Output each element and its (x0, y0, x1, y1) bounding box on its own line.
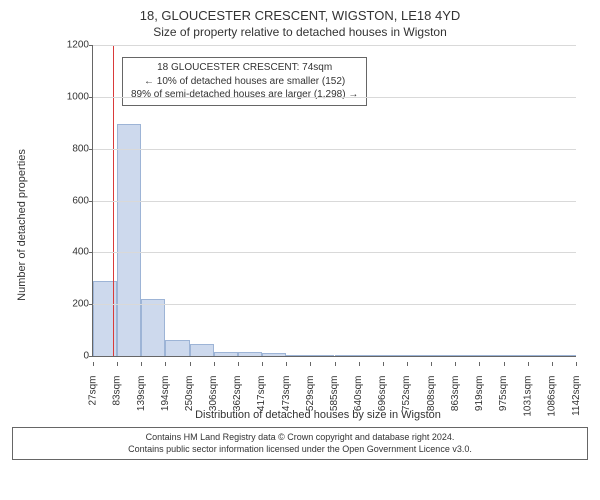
histogram-bar (165, 340, 189, 356)
histogram-bar (262, 353, 286, 356)
histogram-bar (528, 355, 552, 356)
y-tick-mark (89, 201, 93, 202)
y-tick-label: 600 (63, 195, 89, 206)
grid-line (93, 97, 576, 98)
chart-wrap: Number of detached properties 18 GLOUCES… (60, 45, 576, 405)
histogram-bar (383, 355, 407, 356)
y-tick-label: 800 (63, 143, 89, 154)
y-tick-label: 0 (63, 351, 89, 362)
histogram-bar (431, 355, 455, 356)
annotation-line-3: 89% of semi-detached houses are larger (… (131, 88, 358, 102)
annotation-box: 18 GLOUCESTER CRESCENT: 74sqm ← 10% of d… (122, 57, 367, 106)
x-tick-label: 250sqm (184, 376, 195, 412)
x-tick-label: 27sqm (88, 376, 99, 406)
x-tick-mark (238, 362, 239, 366)
x-tick-label: 529sqm (305, 376, 316, 412)
x-tick-label: 417sqm (257, 376, 268, 412)
y-tick-mark (89, 252, 93, 253)
x-tick-label: 863sqm (450, 376, 461, 412)
y-tick-label: 1200 (63, 40, 89, 51)
y-tick-label: 1000 (63, 91, 89, 102)
histogram-bar (238, 352, 262, 356)
annotation-line-1: 18 GLOUCESTER CRESCENT: 74sqm (131, 61, 358, 75)
plot-area: 18 GLOUCESTER CRESCENT: 74sqm ← 10% of d… (92, 45, 576, 357)
x-tick-label: 585sqm (329, 376, 340, 412)
y-tick-label: 400 (63, 247, 89, 258)
x-tick-mark (407, 362, 408, 366)
grid-line (93, 304, 576, 305)
histogram-bar (190, 344, 214, 356)
grid-line (93, 149, 576, 150)
histogram-bar (552, 355, 576, 356)
y-axis-label: Number of detached properties (16, 149, 28, 301)
y-tick-mark (89, 97, 93, 98)
x-tick-label: 362sqm (232, 376, 243, 412)
x-tick-mark (190, 362, 191, 366)
x-tick-mark (262, 362, 263, 366)
histogram-bar (479, 355, 503, 356)
annotation-line-2: ← 10% of detached houses are smaller (15… (131, 75, 358, 89)
grid-line (93, 252, 576, 253)
x-tick-mark (552, 362, 553, 366)
histogram-bar (335, 355, 359, 356)
x-tick-mark (117, 362, 118, 366)
x-tick-mark (286, 362, 287, 366)
x-tick-mark (576, 362, 577, 366)
histogram-bar (214, 352, 238, 356)
y-tick-mark (89, 45, 93, 46)
x-tick-label: 1142sqm (571, 376, 582, 416)
x-tick-mark (310, 362, 311, 366)
chart-container: 18, GLOUCESTER CRESCENT, WIGSTON, LE18 4… (0, 0, 600, 500)
chart-title-main: 18, GLOUCESTER CRESCENT, WIGSTON, LE18 4… (12, 8, 588, 23)
x-tick-mark (383, 362, 384, 366)
grid-line (93, 45, 576, 46)
x-tick-label: 808sqm (426, 376, 437, 412)
x-tick-mark (141, 362, 142, 366)
y-tick-mark (89, 304, 93, 305)
x-tick-label: 975sqm (498, 376, 509, 412)
x-tick-mark (359, 362, 360, 366)
histogram-bar (141, 299, 165, 356)
x-tick-mark (165, 362, 166, 366)
x-tick-label: 83sqm (112, 376, 123, 406)
x-tick-label: 640sqm (353, 376, 364, 412)
histogram-bar (407, 355, 431, 356)
histogram-bar (117, 124, 141, 356)
x-tick-label: 1086sqm (546, 376, 557, 417)
y-tick-label: 200 (63, 299, 89, 310)
x-tick-label: 306sqm (208, 376, 219, 412)
x-tick-label: 696sqm (377, 376, 388, 412)
histogram-bar (286, 355, 310, 356)
histogram-bar (310, 355, 334, 356)
x-tick-label: 919sqm (474, 376, 485, 412)
x-tick-mark (214, 362, 215, 366)
x-tick-label: 139sqm (136, 376, 147, 412)
x-tick-label: 1031sqm (522, 376, 533, 417)
histogram-bar (455, 355, 479, 356)
x-tick-mark (455, 362, 456, 366)
grid-line (93, 201, 576, 202)
x-tick-mark (528, 362, 529, 366)
x-tick-mark (504, 362, 505, 366)
x-tick-mark (93, 362, 94, 366)
histogram-bar (504, 355, 528, 356)
y-tick-mark (89, 149, 93, 150)
x-tick-label: 194sqm (160, 376, 171, 412)
x-tick-mark (335, 362, 336, 366)
x-tick-mark (431, 362, 432, 366)
histogram-bar (359, 355, 383, 356)
x-tick-label: 752sqm (401, 376, 412, 412)
footnote-line-1: Contains HM Land Registry data © Crown c… (19, 432, 581, 444)
chart-title-sub: Size of property relative to detached ho… (12, 25, 588, 39)
x-tick-label: 473sqm (281, 376, 292, 412)
footnote-box: Contains HM Land Registry data © Crown c… (12, 427, 588, 460)
x-tick-mark (479, 362, 480, 366)
footnote-line-2: Contains public sector information licen… (19, 444, 581, 456)
y-tick-mark (89, 356, 93, 357)
